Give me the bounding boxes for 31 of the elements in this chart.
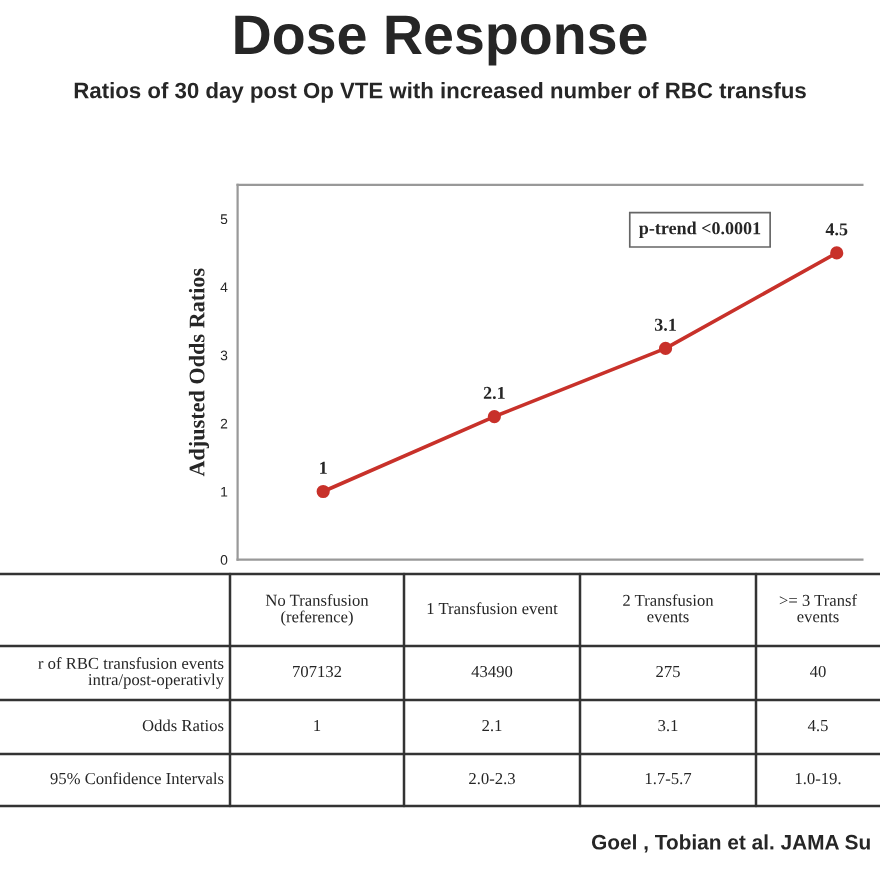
text: 40 (809, 665, 826, 678)
point (830, 246, 844, 260)
point (658, 341, 673, 355)
text: 1.0-19. (795, 772, 841, 785)
y-axis-title: Adjusted Odds Ratios (188, 268, 210, 477)
text: 2.0-2.3 (469, 772, 515, 785)
x-tick-label: No Transfusion (reference) (265, 594, 369, 626)
point (487, 409, 501, 424)
text: Odds Ratios (142, 719, 224, 732)
data-label: 4.5 (807, 720, 828, 732)
data-label: 3.1 (658, 719, 678, 732)
text: 275 (656, 665, 680, 678)
text: 4.5 (825, 223, 848, 236)
text: 3.1 (654, 318, 676, 331)
text: 1 (320, 461, 327, 474)
text: 707132 (293, 665, 342, 678)
text: 43490 (471, 665, 513, 678)
text: 1.7-5.7 (645, 773, 692, 785)
chart-title: Dose Response (235, 15, 647, 66)
text: Goel , Tobian et al. JAMA Su (591, 834, 870, 853)
text: 2.1 (483, 386, 505, 400)
chart-subtitle: Ratios of 30 day post Op VTE with increased number of RBC transfus (74, 82, 806, 103)
x-tick-label: 2 Transfusion events (623, 594, 714, 623)
data-label: 1 (314, 720, 321, 732)
data-label: 2.1 (482, 719, 502, 732)
text: r of RBC transfusion events intra/post-operativly (38, 657, 224, 689)
annotation: p-trend <0.0001 (639, 221, 761, 238)
x-tick-label: 1 Transfusion event (427, 602, 558, 615)
x-tick-label: >= 3 Transf events (779, 594, 858, 623)
text: 95% Confidence Intervals (50, 772, 224, 785)
point (316, 484, 330, 499)
